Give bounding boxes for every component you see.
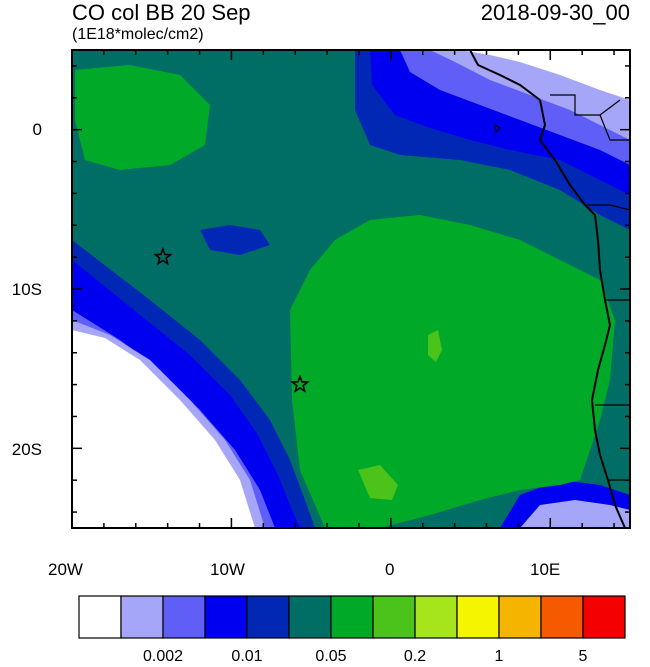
colorbar-swatch-3 <box>204 595 248 639</box>
colorbar-swatch-6 <box>330 595 374 639</box>
star-marker-1 <box>153 246 173 266</box>
colorbar-label: 0.2 <box>403 648 427 665</box>
axis-ticks <box>71 50 630 528</box>
y-tick-label-20s: 20S <box>11 440 42 459</box>
x-tick-label-10e: 10E <box>530 560 561 579</box>
colorbar-swatch-1 <box>120 595 164 639</box>
colorbar-swatch-9 <box>456 595 500 639</box>
colorbar-label: 0.002 <box>142 648 184 665</box>
map-title: CO col BB 20 Sep <box>72 0 251 25</box>
colorbar-label: 1 <box>494 648 504 665</box>
x-tick-label-0: 0 <box>385 560 395 579</box>
colorbar-swatch-11 <box>540 595 584 639</box>
colorbar-swatch-0 <box>78 595 122 639</box>
x-tick-label-10w: 10W <box>210 560 245 579</box>
x-tick-label-20w: 20W <box>48 560 83 579</box>
colorbar-swatch-5 <box>288 595 332 639</box>
map-units: (1E18*molec/cm2) <box>72 26 204 43</box>
colorbar-swatch-12 <box>582 595 626 639</box>
y-tick-label-10s: 10S <box>11 280 42 299</box>
y-tick-label-0: 0 <box>32 120 42 139</box>
colorbar-label: 0.05 <box>315 648 347 665</box>
star-marker-2 <box>290 374 310 393</box>
map-datetime: 2018-09-30_00 <box>480 0 630 25</box>
colorbar-label: 5 <box>578 648 588 665</box>
station-markers <box>153 246 310 393</box>
co-field <box>72 50 630 528</box>
colorbar-label: 0.01 <box>231 648 263 665</box>
colorbar-swatch-2 <box>162 595 206 639</box>
country-borders <box>550 94 630 481</box>
colorbar-swatch-8 <box>414 595 458 639</box>
colorbar-swatch-10 <box>498 595 542 639</box>
colorbar <box>78 595 626 639</box>
colorbar-swatch-4 <box>246 595 290 639</box>
colorbar-swatch-7 <box>372 595 416 639</box>
